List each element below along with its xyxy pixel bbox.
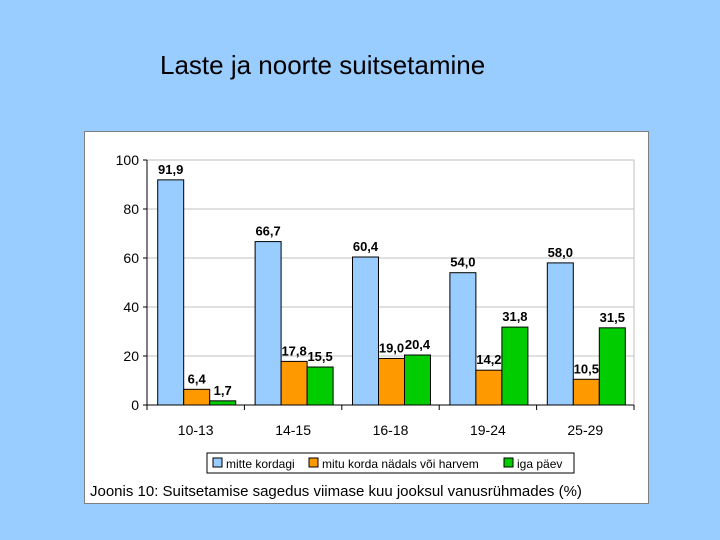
y-tick-label: 80 xyxy=(123,201,139,217)
bar xyxy=(183,388,211,406)
data-label: 15,5 xyxy=(307,349,332,364)
bar xyxy=(449,272,477,406)
y-tick-label: 0 xyxy=(131,397,139,413)
bar xyxy=(501,326,529,406)
y-tick-label: 60 xyxy=(123,250,139,266)
data-label: 20,4 xyxy=(405,337,431,352)
legend-swatch xyxy=(503,457,514,468)
bar xyxy=(404,354,431,406)
legend-swatch xyxy=(212,457,223,468)
data-label: 10,5 xyxy=(574,361,599,376)
x-tick-label: 14-15 xyxy=(275,422,311,438)
x-tick-label: 16-18 xyxy=(373,422,409,438)
bar xyxy=(352,256,379,406)
data-label: 17,8 xyxy=(281,343,306,358)
bar xyxy=(280,360,308,406)
data-label: 31,5 xyxy=(600,310,625,325)
data-label: 66,7 xyxy=(255,224,280,239)
chart-caption: Joonis 10: Suitsetamise sagedus viimase … xyxy=(90,483,582,500)
slide-title: Laste ja noorte suitsetamine xyxy=(160,50,486,80)
bar xyxy=(598,327,626,406)
bar xyxy=(378,357,405,406)
data-label: 91,9 xyxy=(158,162,183,177)
legend-swatch xyxy=(308,457,319,468)
x-tick-label: 10-13 xyxy=(178,422,214,438)
bar xyxy=(572,378,600,406)
x-tick-label: 19-24 xyxy=(470,422,506,438)
bar xyxy=(306,366,334,406)
bar xyxy=(157,179,185,406)
bar xyxy=(546,262,574,406)
y-tick-label: 20 xyxy=(123,348,139,364)
data-label: 31,8 xyxy=(502,309,527,324)
legend-box xyxy=(206,452,575,474)
y-tick-label: 40 xyxy=(123,299,139,315)
bar xyxy=(254,241,282,406)
bar-chart: 0 20 40 60 80 100 10-13 91,9 6,4 1,7 14-15 66,7 17,8… xyxy=(116,152,635,474)
legend-label: mitte kordagi xyxy=(226,457,295,471)
data-label: 19,0 xyxy=(379,340,404,355)
legend-label: iga päev xyxy=(517,457,562,471)
chart-panel: 0 20 40 60 80 100 10-13 91,9 6,4 1,7 14-15 66,7 17,8… xyxy=(84,131,649,504)
data-label: 60,4 xyxy=(353,239,379,254)
data-label: 54,0 xyxy=(450,255,475,270)
bar xyxy=(475,369,503,406)
legend-label: mitu korda nädals või harvem xyxy=(322,457,479,471)
y-tick-label: 100 xyxy=(116,152,140,168)
x-tick-label: 25-29 xyxy=(567,422,603,438)
data-label: 14,2 xyxy=(476,352,501,367)
data-label: 58,0 xyxy=(548,245,573,260)
bar xyxy=(209,400,237,406)
data-label: 1,7 xyxy=(214,383,232,398)
data-label: 6,4 xyxy=(188,371,207,386)
